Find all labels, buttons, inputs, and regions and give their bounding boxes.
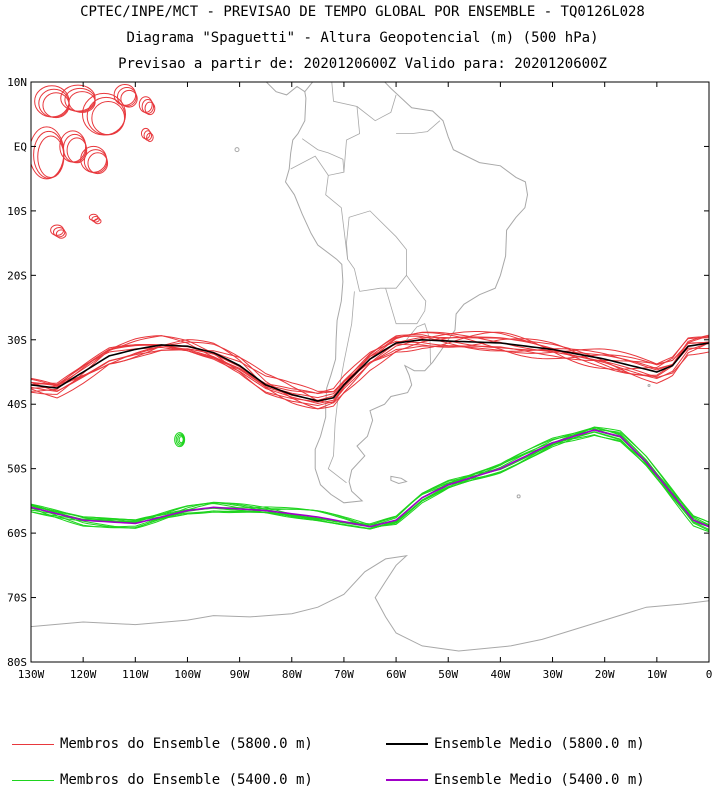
tropical-member-contour bbox=[68, 91, 96, 113]
lat-label: 80S bbox=[7, 656, 27, 669]
member-5800-contour bbox=[31, 341, 709, 399]
galapagos bbox=[234, 147, 240, 153]
antarctica-coastline bbox=[31, 554, 709, 652]
member-5400-contour bbox=[31, 434, 709, 530]
member-5400-contour bbox=[31, 429, 709, 531]
legend-member-5400: Membros do Ensemble (5400.0 m) bbox=[12, 772, 313, 788]
south-georgia bbox=[516, 494, 521, 499]
legend-label-mean-5800: Ensemble Medio (5800.0 m) bbox=[434, 736, 645, 752]
map-frame bbox=[30, 81, 710, 663]
central-america-coastline bbox=[265, 82, 306, 96]
falklands-coastline bbox=[390, 475, 408, 485]
title-line-2: Diagrama "Spaguetti" - Altura Geopotenci… bbox=[126, 30, 599, 46]
legend-mean-5800: Ensemble Medio (5800.0 m) bbox=[386, 736, 645, 752]
legend-mean-5400: Ensemble Medio (5400.0 m) bbox=[386, 772, 645, 788]
tropical-member-contour bbox=[146, 132, 154, 143]
country-border bbox=[290, 155, 329, 176]
member-5400-contour bbox=[31, 434, 709, 530]
tropical-member-contour bbox=[66, 137, 88, 164]
lon-label: 20W bbox=[595, 668, 615, 681]
tropical-member-contour bbox=[144, 101, 156, 116]
lat-label: 20S bbox=[7, 269, 27, 282]
tropical-member-contour bbox=[87, 152, 109, 175]
lon-label: 110W bbox=[122, 668, 149, 681]
title-line-1: CPTEC/INPE/MCT - PREVISAO DE TEMPO GLOBA… bbox=[80, 4, 645, 20]
tropical-member-contour bbox=[93, 218, 102, 225]
lon-label: 90W bbox=[230, 668, 250, 681]
tropical-member-contour bbox=[143, 130, 153, 141]
country-border bbox=[356, 94, 397, 122]
tropical-member-contour bbox=[37, 135, 65, 179]
tropical-member-contour bbox=[91, 100, 126, 136]
legend-label-mean-5400: Ensemble Medio (5400.0 m) bbox=[434, 772, 645, 788]
tropical-member-contour bbox=[31, 126, 65, 180]
lat-label: 40S bbox=[7, 398, 27, 411]
title-line-3: Previsao a partir de: 2020120600Z Valido… bbox=[118, 56, 607, 72]
tropical-member-contour bbox=[88, 213, 99, 221]
lon-label: 40W bbox=[490, 668, 510, 681]
lat-label: 30S bbox=[7, 334, 27, 347]
lon-label: 80W bbox=[282, 668, 302, 681]
legend-swatch-purple bbox=[386, 779, 428, 781]
tropical-member-contour bbox=[55, 229, 67, 239]
member-5400-contour bbox=[31, 427, 709, 528]
coastline-layer bbox=[31, 0, 709, 652]
tropical-member-contour bbox=[82, 92, 127, 136]
legend-swatch-black bbox=[386, 743, 428, 745]
lon-label: 0 bbox=[706, 668, 713, 681]
member-5400-contour bbox=[31, 428, 709, 530]
member-5400-contour bbox=[31, 428, 709, 529]
member-5800-contour bbox=[31, 335, 709, 399]
member-5800-contour bbox=[31, 336, 709, 404]
tropical-member-contour bbox=[113, 83, 137, 106]
lat-label: EQ bbox=[14, 140, 27, 153]
country-border bbox=[346, 210, 407, 292]
mean-5800-contour bbox=[31, 338, 709, 402]
lon-label: 60W bbox=[386, 668, 406, 681]
tropical-member-contour bbox=[117, 86, 137, 107]
legend-swatch-red bbox=[12, 743, 54, 745]
legend-swatch-green bbox=[12, 779, 54, 781]
lon-label: 70W bbox=[334, 668, 354, 681]
lat-label: 10S bbox=[7, 205, 27, 218]
member-5800-contour bbox=[31, 331, 709, 405]
member-5800-contour bbox=[31, 331, 709, 407]
south-america-coastline bbox=[284, 82, 529, 504]
legend-label-member-5400: Membros do Ensemble (5400.0 m) bbox=[60, 772, 313, 788]
member-5400-contour bbox=[31, 431, 709, 526]
member-5400-contour bbox=[31, 431, 709, 528]
country-border bbox=[385, 275, 427, 325]
lon-label: 50W bbox=[438, 668, 458, 681]
lon-label: 30W bbox=[543, 668, 563, 681]
lon-label: 100W bbox=[174, 668, 201, 681]
country-border bbox=[301, 138, 348, 260]
contour-layer bbox=[31, 83, 709, 533]
member-5400-contour bbox=[31, 426, 709, 528]
country-border bbox=[396, 120, 441, 134]
country-border bbox=[331, 82, 361, 173]
lat-label: 70S bbox=[7, 592, 27, 605]
member-5400-contour bbox=[31, 426, 709, 528]
closed-5400-contour bbox=[178, 436, 184, 444]
member-5800-contour bbox=[31, 331, 709, 403]
member-5400-contour bbox=[31, 426, 709, 533]
member-5800-contour bbox=[31, 337, 709, 394]
tropical-member-contour bbox=[52, 226, 66, 238]
lon-label: 10W bbox=[647, 668, 667, 681]
lat-label: 10N bbox=[7, 76, 27, 89]
country-border bbox=[327, 291, 355, 484]
lon-label: 130W bbox=[18, 668, 45, 681]
legend-member-5800: Membros do Ensemble (5800.0 m) bbox=[12, 736, 313, 752]
lon-label: 120W bbox=[70, 668, 97, 681]
tropical-member-contour bbox=[120, 89, 138, 108]
lat-label: 60S bbox=[7, 527, 27, 540]
caribbean-coastline bbox=[271, 0, 349, 27]
tristan-island bbox=[647, 384, 651, 388]
mean-5400-contour bbox=[31, 429, 709, 528]
legend-label-member-5800: Membros do Ensemble (5800.0 m) bbox=[60, 736, 313, 752]
lat-label: 50S bbox=[7, 463, 27, 476]
